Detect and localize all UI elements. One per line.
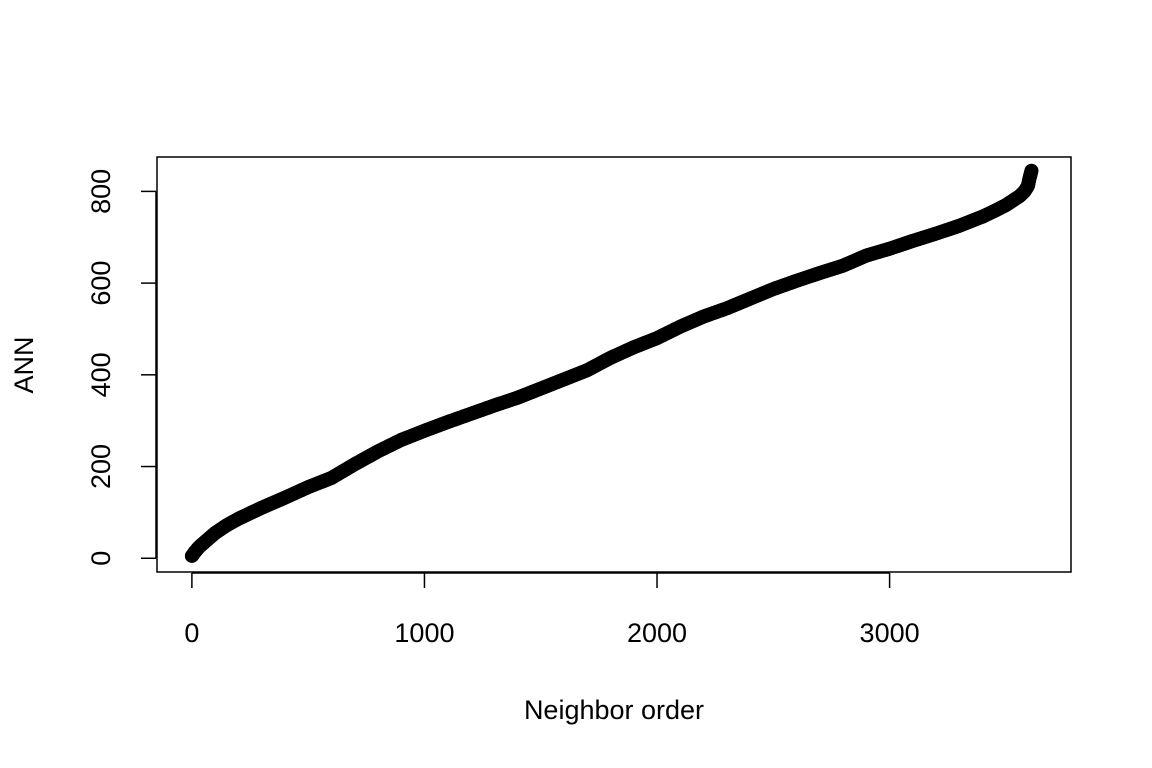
x-axis: 0 1000 2000 3000 [184,572,920,648]
x-tick-label: 0 [184,618,199,648]
x-tick-label: 1000 [394,618,454,648]
data-point [1024,163,1039,178]
x-axis-label: Neighbor order [524,695,704,725]
data-points [184,163,1039,563]
x-tick-label: 3000 [860,618,920,648]
y-tick-label: 200 [86,444,116,489]
y-tick-label: 800 [86,169,116,214]
plot-frame [156,156,1072,573]
y-tick-label: 600 [86,261,116,306]
x-tick-label: 2000 [627,618,687,648]
y-axis: 0 200 400 600 800 [86,169,157,566]
y-tick-label: 400 [86,352,116,397]
y-axis-label: ANN [9,336,39,393]
y-tick-label: 0 [86,551,116,566]
